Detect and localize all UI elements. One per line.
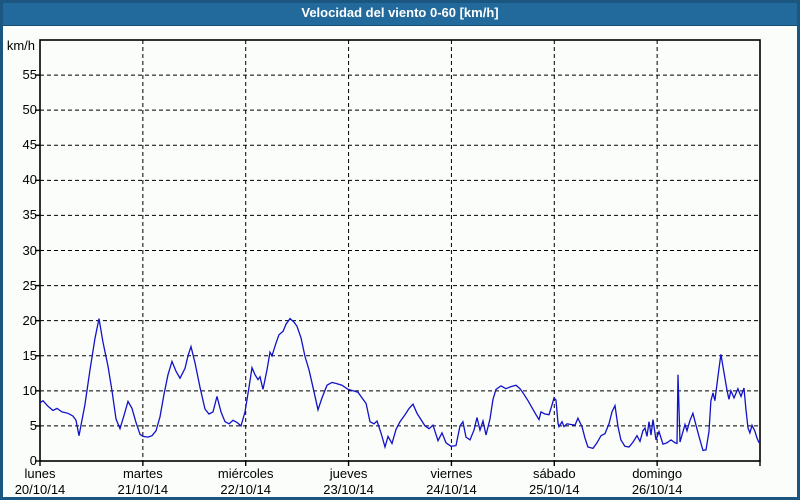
- day-date-label: 25/10/14: [528, 482, 580, 497]
- day-date-label: 21/10/14: [117, 482, 169, 497]
- y-tick-label: 10: [22, 382, 37, 398]
- day-date-label: 22/10/14: [220, 482, 271, 497]
- chart-title: Velocidad del viento 0-60 [km/h]: [301, 5, 499, 20]
- day-name-label: jueves: [329, 466, 368, 481]
- day-name-label: miércoles: [217, 466, 274, 481]
- y-axis-unit-label: km/h: [6, 38, 35, 53]
- y-tick-label: 30: [22, 242, 37, 258]
- y-tick-label: 50: [22, 102, 37, 118]
- day-date-label: 24/10/14: [426, 482, 477, 497]
- day-name-label: martes: [122, 466, 163, 481]
- wind-speed-line: [39, 317, 760, 452]
- y-tick-label: 20: [22, 312, 37, 328]
- y-tick-label: 25: [22, 277, 37, 293]
- day-name-label: lunes: [24, 466, 56, 481]
- y-tick-label: 0: [29, 453, 37, 468]
- chart-title-bar: Velocidad del viento 0-60 [km/h]: [0, 0, 800, 26]
- day-date-label: 20/10/14: [14, 482, 66, 497]
- day-date-label: 26/10/14: [631, 482, 683, 497]
- y-tick-label: 55: [22, 67, 37, 83]
- day-date-label: 23/10/14: [323, 482, 374, 497]
- day-name-label: domingo: [632, 466, 683, 481]
- y-tick-label: 35: [22, 207, 37, 223]
- y-tick-label: 45: [22, 137, 37, 153]
- y-tick-label: 15: [22, 347, 37, 363]
- y-tick-label: 40: [22, 172, 37, 188]
- day-name-label: viernes: [430, 466, 473, 481]
- y-tick-label: 5: [29, 417, 37, 433]
- day-name-label: sábado: [532, 466, 576, 481]
